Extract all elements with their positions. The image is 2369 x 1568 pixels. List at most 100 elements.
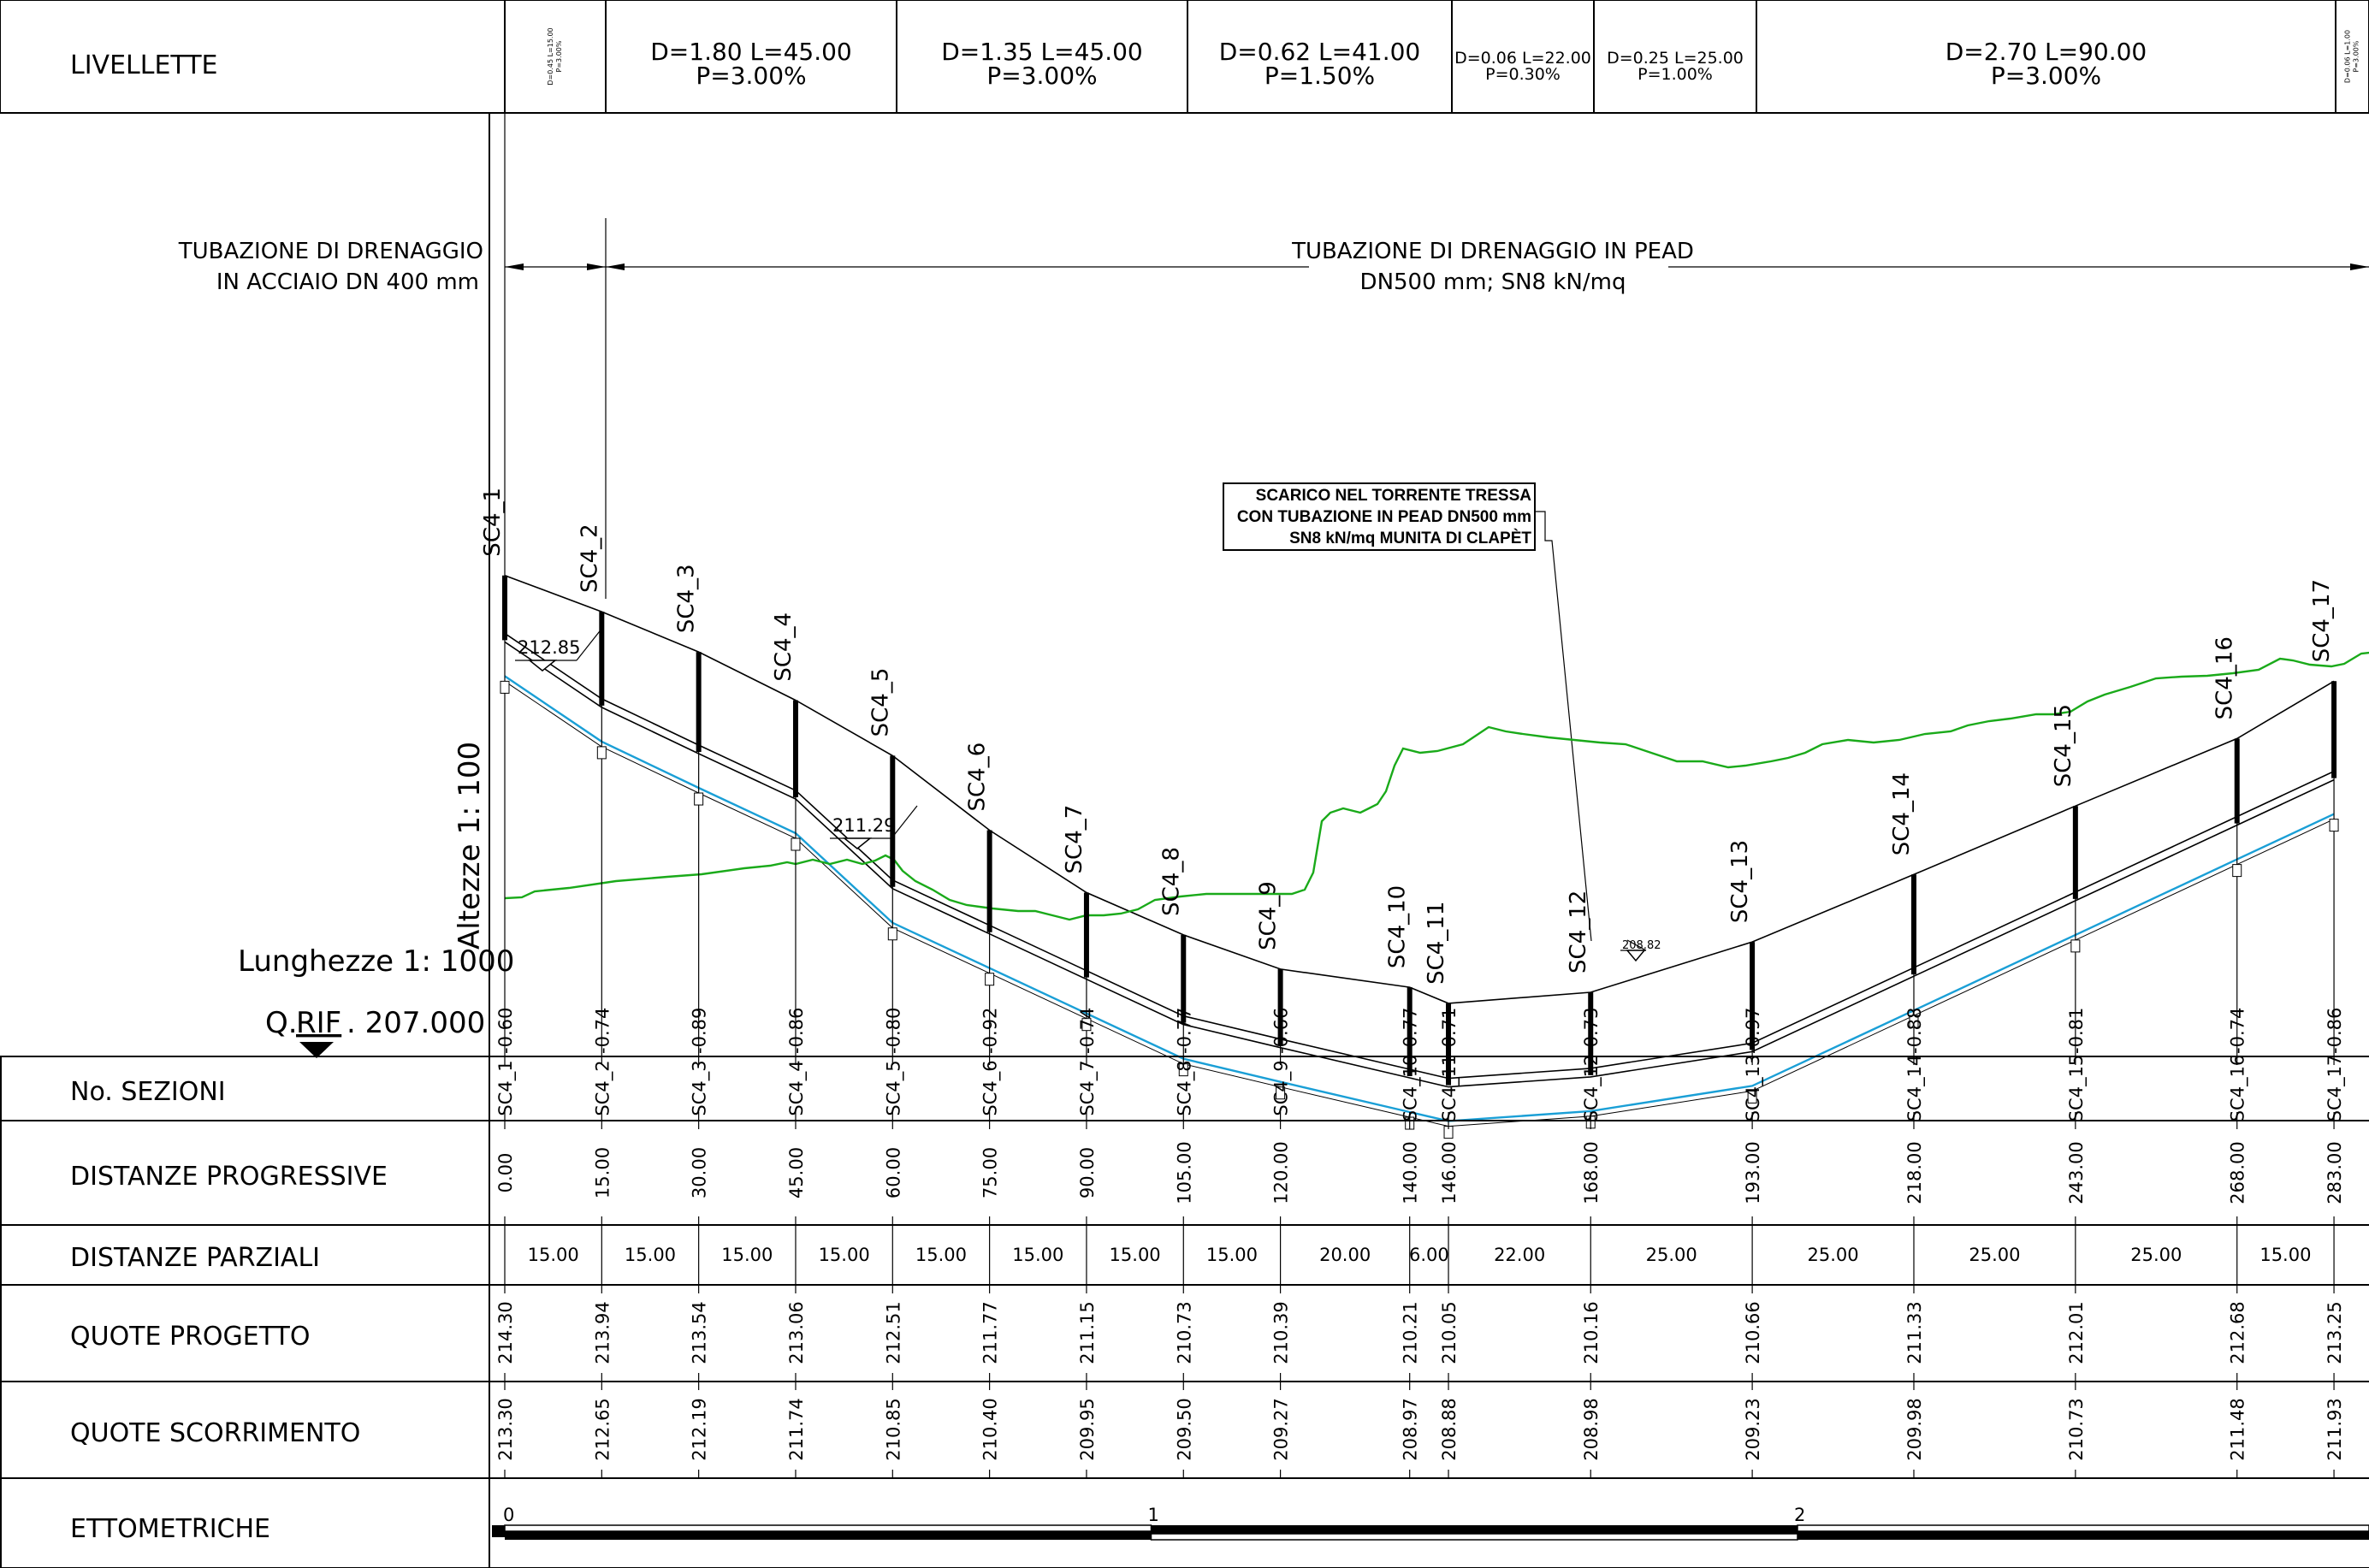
livellette-segment-slope: P=0.30% [1485,65,1561,84]
partial-distance-cell: 15.00 [1110,1245,1161,1265]
flow-elevation-cell: 211.74 [786,1398,807,1460]
station-verticals: SC4_1 -0.60 SC4_2 -0.74 SC4_3 -0.89 SC4_4 -0.86… [480,113,2345,1139]
livellette-segment: D=0.06 L=1.00 P=3.00% [2344,30,2360,83]
hectometric-start-block [492,1525,505,1537]
water-level-markers: 212.85 211.29 208.82 [515,627,1661,962]
section-name-cell: SC4_14 [1904,1055,1926,1122]
livellette-segment-slope: P=1.50% [1264,62,1375,90]
table-values: SC4_1 0.00 214.30 213.30 SC4_2 15.00 213.94 212… [495,1055,2346,1478]
lengths-scale-label: Lunghezze 1: 1000 [238,944,514,979]
livellette-segment-spec: D=0.62 L=41.00 [1219,38,1420,66]
discharge-note-leader [1535,511,1592,942]
discharge-note-box [1223,482,1536,551]
station-depth-value: -0.86 [2325,1008,2345,1054]
hectometric-bar-0 [505,1531,1152,1540]
manhole-base [1081,1018,1092,1032]
manhole-base [1747,1090,1757,1104]
manhole-base [985,973,995,986]
hectometric-label: 2 [1794,1505,1805,1525]
discharge-note-line2: CON TUBAZIONE IN PEAD DN500 mm [1237,508,1531,526]
water-level-marker: 211.29 [830,805,918,849]
section-name-cell: SC4_11 [1439,1055,1460,1122]
arrow-right-icon [587,263,606,270]
partial-distance-cell: 15.00 [819,1245,870,1265]
project-elevation-cell: 214.30 [495,1301,516,1364]
livellette-segment-slope: P=3.00% [696,62,806,90]
progressive-distance-cell: 105.00 [1174,1141,1194,1204]
qrif-mid: RIF [296,1006,341,1040]
flow-invert-line [504,675,2335,1122]
arrow-left-icon [505,263,524,270]
flow-elevation-cell: 212.19 [690,1398,710,1460]
station-label: SC4_1 [480,488,506,557]
livellette-segment-spec: D=1.80 L=45.00 [650,38,851,66]
pead-label-backdrop [1309,224,1668,301]
water-level-leader [1626,939,1647,951]
flow-elevation-cell: 208.88 [1439,1398,1460,1460]
progressive-distance-cell: 60.00 [883,1147,903,1198]
partial-distance-cell: 15.00 [915,1245,967,1265]
partial-distance-cell: 20.00 [1319,1245,1371,1265]
water-level-marker: 212.85 [515,627,603,672]
water-level-value: 212.85 [518,637,580,658]
project-elevation-cell: 211.77 [980,1301,1001,1364]
hectometric-scale: 0 1 2 [492,1505,2369,1541]
project-elevation-cell: 212.01 [2066,1301,2087,1364]
section-name-cell: SC4_16 [2228,1055,2249,1122]
progressive-distance-cell: 243.00 [2066,1141,2087,1204]
livellette-segment-spec: D=0.25 L=25.00 [1607,49,1744,68]
station-depth-value: -0.86 [786,1008,807,1054]
steel-pipe-label-line1: TUBAZIONE DI DRENAGGIO [178,239,483,264]
steel-pipe-label-line2: IN ACCIAIO DN 400 mm [216,269,479,295]
project-elevation-cell: 213.06 [786,1301,807,1364]
livellette-segments: D=0.45 L=15.00 P=3.00% D=1.80 L=45.00P=3.0… [547,0,2369,113]
water-level-marker: 208.82 [1620,939,1661,962]
data-table: No. SEZIONI DISTANZE PROGRESSIVE DISTANZ… [0,1055,2369,1568]
row-label-sections: No. SEZIONI [70,1077,226,1107]
water-level-leader [891,805,918,839]
pead-pipe-label-line2: DN500 mm; SN8 kN/mq [1360,269,1626,295]
station-label: SC4_15 [2051,704,2076,787]
livellette-segment-slope: P=3.00% [986,62,1097,90]
livellette-segment-spec: D=0.45 L=15.00 [547,27,554,85]
progressive-distance-cell: 0.00 [495,1153,516,1193]
flow-elevation-cell: 210.73 [2066,1398,2087,1460]
station-depth-value: -0.97 [1743,1008,1763,1054]
section-name-cell: SC4_13 [1743,1055,1764,1122]
project-elevation-cell: 212.68 [2228,1301,2248,1364]
water-level-leader [576,627,603,661]
section-name-cell: SC4_2 [592,1060,613,1115]
station-depth-value: -0.74 [1077,1008,1098,1054]
livellette-segment-spec: D=1.35 L=45.00 [941,38,1142,66]
pipe-dimensions: TUBAZIONE DI DRENAGGIO IN PEAD DN500 mm;… [178,218,2369,599]
discharge-note: SCARICO NEL TORRENTE TRESSA CON TUBAZION… [1223,482,1592,942]
flow-elevation-cell: 209.23 [1743,1398,1763,1460]
hectometric-bar-2-top [1797,1524,2369,1532]
section-name-cell: SC4_7 [1077,1060,1099,1115]
manhole-base [887,927,897,941]
livellette-segment-spec: D=0.06 L=22.00 [1454,49,1591,68]
progressive-distance-cell: 15.00 [592,1147,613,1198]
flow-elevation-cell: 209.95 [1077,1398,1098,1460]
livellette-segment-slope: P=3.00% [1991,62,2101,90]
station-label: SC4_16 [2212,636,2238,719]
hectometric-bar-2 [1797,1531,2369,1540]
station-label: SC4_14 [1889,772,1915,855]
station-depth-value: -0.74 [592,1008,613,1054]
water-level-triangle-icon [1626,950,1646,962]
manhole-base [2070,939,2081,953]
section-name-cell: SC4_8 [1174,1060,1195,1115]
section-name-cell: SC4_15 [2066,1055,2088,1122]
manhole-base [596,746,607,760]
manhole-base [500,680,510,694]
pead-pipe-label-line1: TUBAZIONE DI DRENAGGIO IN PEAD [1291,239,1694,264]
row-label-progressive: DISTANZE PROGRESSIVE [70,1162,388,1192]
hectometric-label: 1 [1148,1505,1159,1525]
progressive-distance-cell: 45.00 [786,1147,807,1198]
progressive-distance-cell: 30.00 [690,1147,710,1198]
reference-triangle-icon [299,1042,334,1058]
livellette-segment-spec: D=0.06 L=1.00 [2344,30,2352,83]
station-label: SC4_8 [1158,847,1184,916]
section-name-cell: SC4_4 [786,1060,808,1115]
station-label: SC4_9 [1256,881,1282,950]
